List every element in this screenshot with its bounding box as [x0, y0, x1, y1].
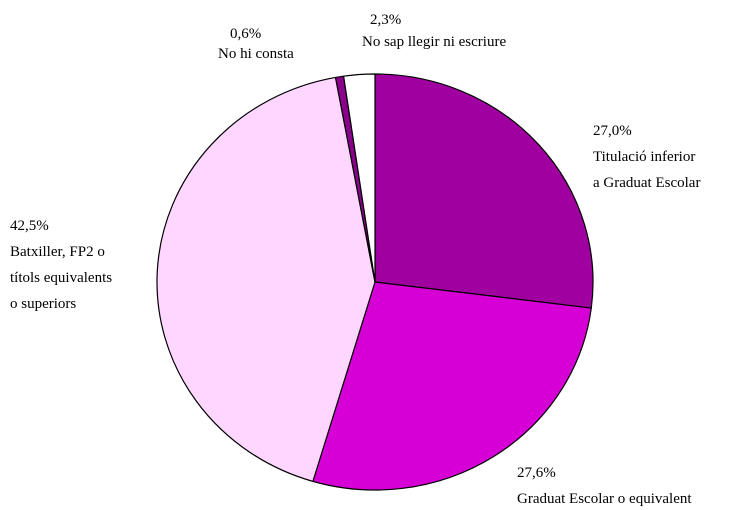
slice-category-label-2-0: Batxiller, FP2 o: [10, 244, 105, 260]
slice-percent-label-3: 0,6%: [230, 26, 261, 42]
slice-category-label-0-0: Titulació inferior: [593, 149, 695, 165]
slice-category-label-3-0: No hi consta: [218, 46, 294, 62]
pie-slices: [156, 73, 594, 491]
slice-category-label-4-0: No sap llegir ni escriure: [362, 34, 506, 50]
pie-slice-4: [343, 73, 376, 283]
slice-category-label-1-0: Graduat Escolar o equivalent: [517, 491, 692, 507]
pie-slice-0: [374, 73, 594, 309]
pie-slice-1: [312, 281, 592, 491]
slice-category-label-2-1: títols equivalents: [10, 270, 112, 286]
slice-category-label-0-1: a Graduat Escolar: [593, 175, 700, 191]
slice-percent-label-0: 27,0%: [593, 123, 632, 139]
slice-percent-label-4: 2,3%: [370, 12, 401, 28]
slice-category-label-2-2: o superiors: [10, 296, 76, 312]
slice-percent-label-2: 42,5%: [10, 218, 49, 234]
pie-slice-2: [156, 76, 376, 482]
slice-percent-label-1: 27,6%: [517, 465, 556, 481]
pie-labels: 27,0% Titulació inferior a Graduat Escolar…: [10, 12, 700, 507]
